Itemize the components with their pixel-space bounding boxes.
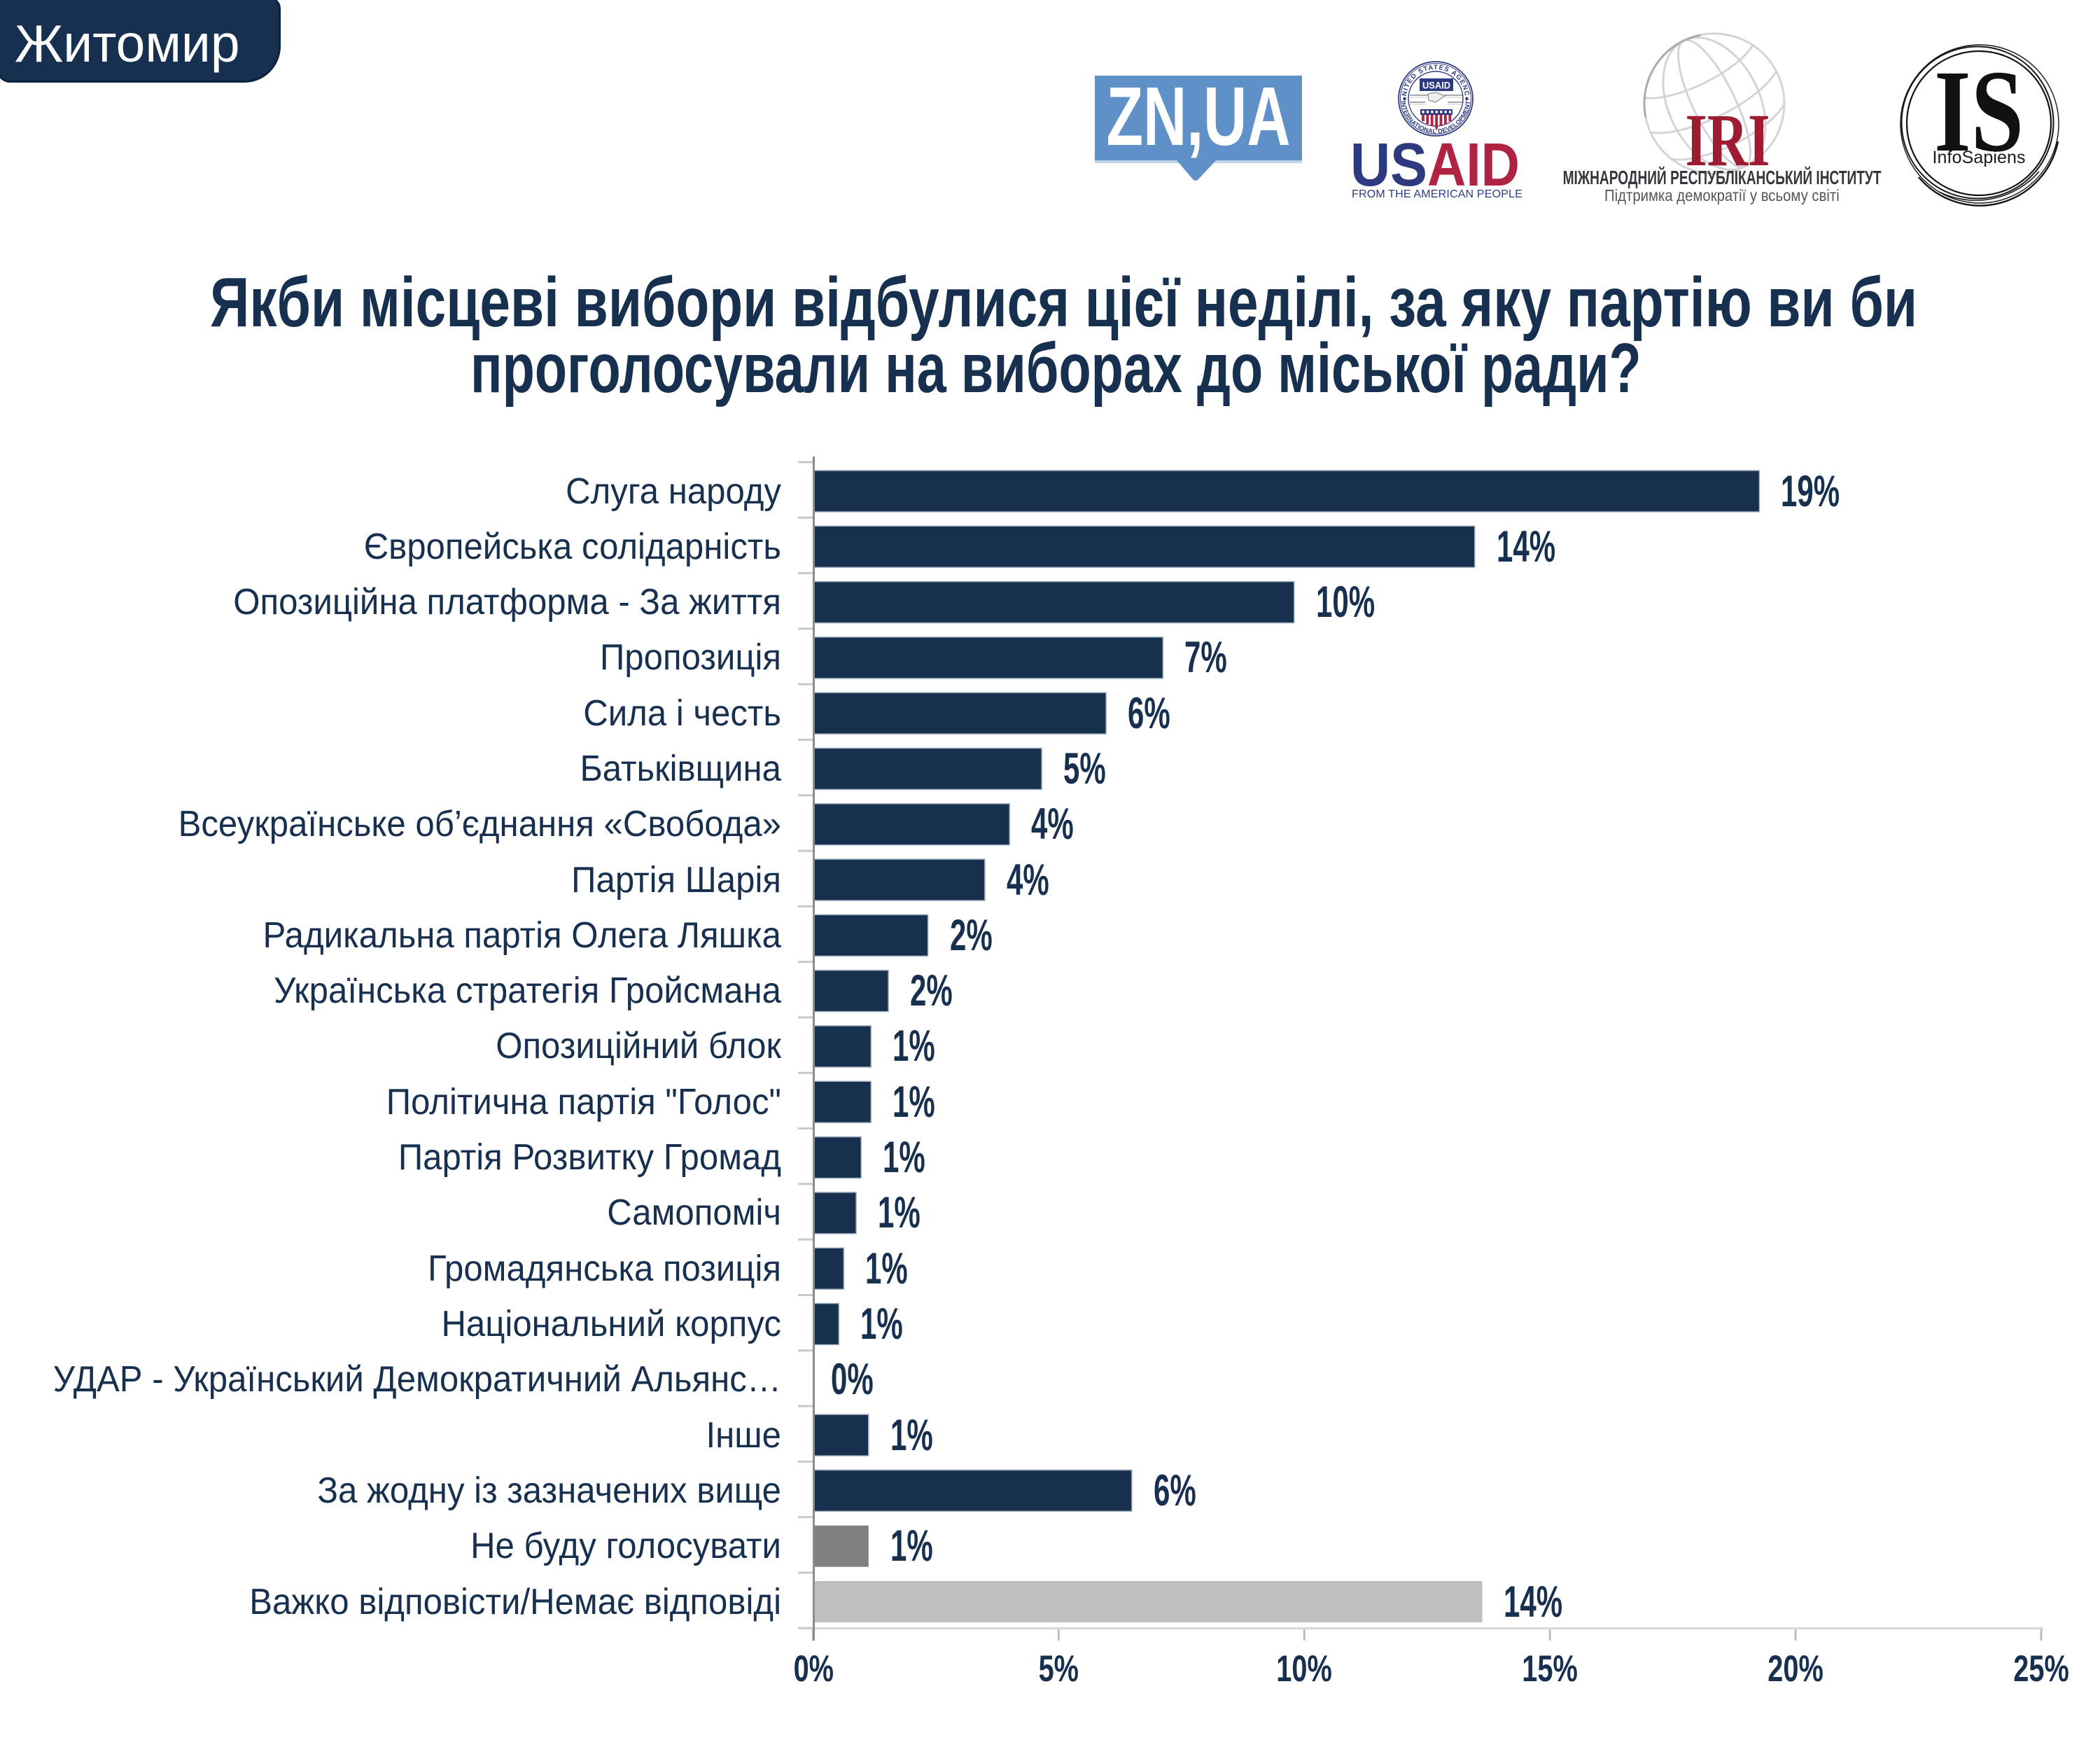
svg-text:FROM THE AMERICAN PEOPLE: FROM THE AMERICAN PEOPLE [1352, 188, 1522, 200]
svg-text:IS: IS [1934, 46, 2024, 176]
svg-text:IRI: IRI [1686, 99, 1770, 182]
svg-text:USAID: USAID [1422, 81, 1450, 91]
svg-text:InfoSapiens: InfoSapiens [1933, 148, 2026, 167]
svg-text:AID: AID [1427, 131, 1520, 199]
svg-text:US: US [1350, 131, 1427, 199]
svg-text:ZN,UA: ZN,UA [1107, 70, 1291, 163]
